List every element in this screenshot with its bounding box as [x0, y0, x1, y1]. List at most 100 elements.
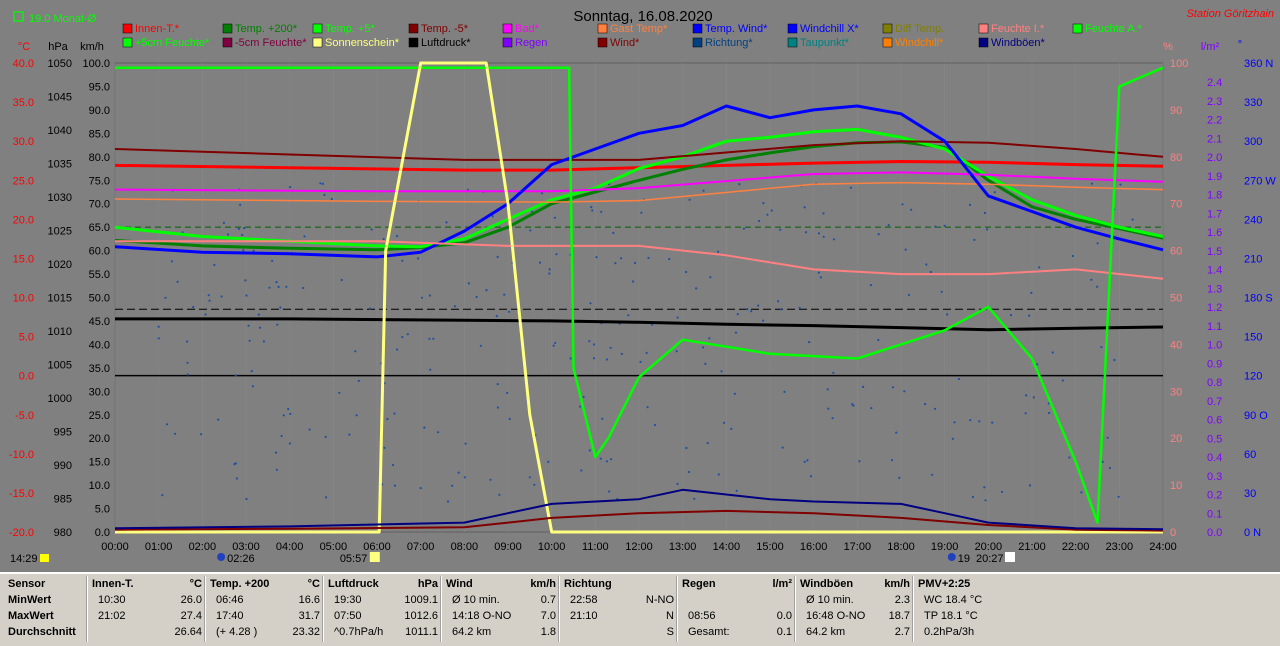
legend-label: Luftdruck*: [421, 37, 471, 49]
direction-dot: [233, 463, 236, 466]
direction-dot: [396, 348, 399, 351]
direction-dot: [957, 377, 961, 381]
time-tick: 15:00: [756, 541, 784, 553]
direction-dot: [237, 227, 240, 230]
direction-dot: [498, 493, 501, 496]
time-tick: 17:00: [844, 541, 872, 553]
direction-dot: [288, 442, 291, 445]
direction-dot: [647, 256, 650, 260]
direction-dot: [1117, 495, 1120, 498]
legend-swatch: [222, 23, 233, 34]
direction-dot: [170, 260, 173, 263]
direction-dot: [569, 357, 572, 360]
pct-tick: 0: [1170, 527, 1176, 539]
direction-dot: [275, 281, 278, 284]
direction-dot: [1071, 254, 1074, 258]
direction-dot: [217, 418, 220, 421]
left-time: 14:29: [10, 553, 38, 565]
press-tick: 1010: [48, 326, 72, 338]
stat-value: 16.6: [298, 594, 320, 606]
stat-value: 23.32: [292, 626, 320, 638]
rain-tick: 1.4: [1207, 265, 1222, 277]
direction-dot: [401, 336, 404, 339]
direction-dot: [993, 191, 996, 194]
legend-label: Temp. +200*: [235, 23, 298, 35]
moonset-icon: [947, 553, 956, 561]
legend-label: Temp. Wind*: [705, 23, 768, 35]
direction-dot: [200, 433, 203, 436]
legend-swatch: [882, 23, 893, 34]
direction-dot: [903, 390, 906, 393]
direction-dot: [161, 494, 164, 497]
dir-tick: 360 N: [1244, 58, 1273, 70]
legend-label: Sonnenschein*: [325, 37, 400, 49]
temp-tick: 15.0: [13, 253, 34, 265]
stat-column: PMV+2:25 WC 18.4 °C TP 18.1 °C 0.2hPa/3h: [918, 578, 1028, 644]
stat-unit: hPa: [417, 578, 438, 590]
direction-dot: [1131, 218, 1134, 221]
stat-column: Temp. +200 °C 06:46 16.6 17:40 31.7 (+ 4.28 ) 2…: [210, 578, 320, 644]
direction-dot: [717, 250, 720, 253]
direction-dot: [355, 414, 358, 417]
rain-tick: 0.8: [1207, 377, 1222, 389]
time-tick: 11:00: [582, 541, 609, 553]
direction-dot: [1032, 396, 1035, 399]
direction-dot: [323, 193, 326, 196]
legend-swatch: [787, 23, 798, 34]
column-separator: [322, 576, 324, 642]
direction-dot: [736, 313, 739, 316]
stat-time: WC 18.4 °C: [924, 594, 983, 606]
direction-dot: [693, 497, 696, 500]
sunrise-icon: [369, 552, 380, 562]
direction-dot: [289, 412, 292, 415]
direction-dot: [423, 426, 426, 429]
pct-tick: 70: [1170, 199, 1182, 211]
stat-time: TP 18.1 °C: [924, 610, 978, 622]
stat-column: Regen l/m² 08:56 0.0 Gesamt: 0.1: [682, 578, 792, 644]
direction-dot: [723, 421, 726, 424]
direction-dot: [978, 420, 981, 423]
speed-tick: 5.0: [95, 504, 110, 516]
dir-tick: 330: [1244, 97, 1262, 109]
direction-dot: [969, 203, 972, 206]
direction-dot: [969, 419, 972, 422]
direction-dot: [685, 446, 688, 450]
direction-dot: [485, 289, 488, 292]
direction-dot: [924, 403, 927, 406]
series-line: [114, 488, 1164, 531]
rain-unit: l/m²: [1201, 41, 1220, 53]
direction-dot: [704, 362, 707, 365]
direction-dot: [986, 228, 989, 231]
direction-dot: [742, 227, 746, 230]
stat-value: 2.3: [894, 594, 910, 606]
speed-tick: 20.0: [89, 433, 110, 445]
direction-dot: [898, 476, 901, 479]
direction-dot: [1090, 182, 1094, 185]
direction-dot: [277, 285, 280, 288]
direction-dot: [479, 344, 482, 347]
weather-chart: 19.0 Monat-Ø Sonntag, 16.08.2020 Station…: [8, 8, 1277, 565]
direction-dot: [453, 305, 456, 308]
rain-tick: 1.8: [1207, 190, 1222, 202]
temp-tick: -5.0: [15, 410, 34, 422]
press-tick: 1025: [48, 226, 72, 238]
direction-dot: [826, 388, 829, 391]
direction-dot: [234, 374, 237, 377]
stat-value: 18.7: [888, 610, 910, 622]
direction-dot: [832, 238, 836, 241]
direction-dot: [330, 197, 333, 201]
dir-tick: 90 O: [1244, 410, 1268, 422]
direction-dot: [552, 344, 555, 347]
direction-dot: [321, 182, 324, 185]
direction-dot: [780, 308, 783, 311]
direction-dot: [770, 209, 773, 212]
direction-dot: [446, 500, 450, 503]
stat-time: ^0.7hPa/h: [334, 626, 384, 638]
month-avg-box: [13, 11, 24, 22]
row-label: Sensor: [8, 578, 46, 590]
direction-dot: [275, 468, 278, 471]
column-separator: [558, 576, 560, 642]
direction-dot: [709, 276, 712, 279]
speed-tick: 45.0: [89, 316, 110, 328]
stat-value: 0.0: [776, 610, 792, 622]
